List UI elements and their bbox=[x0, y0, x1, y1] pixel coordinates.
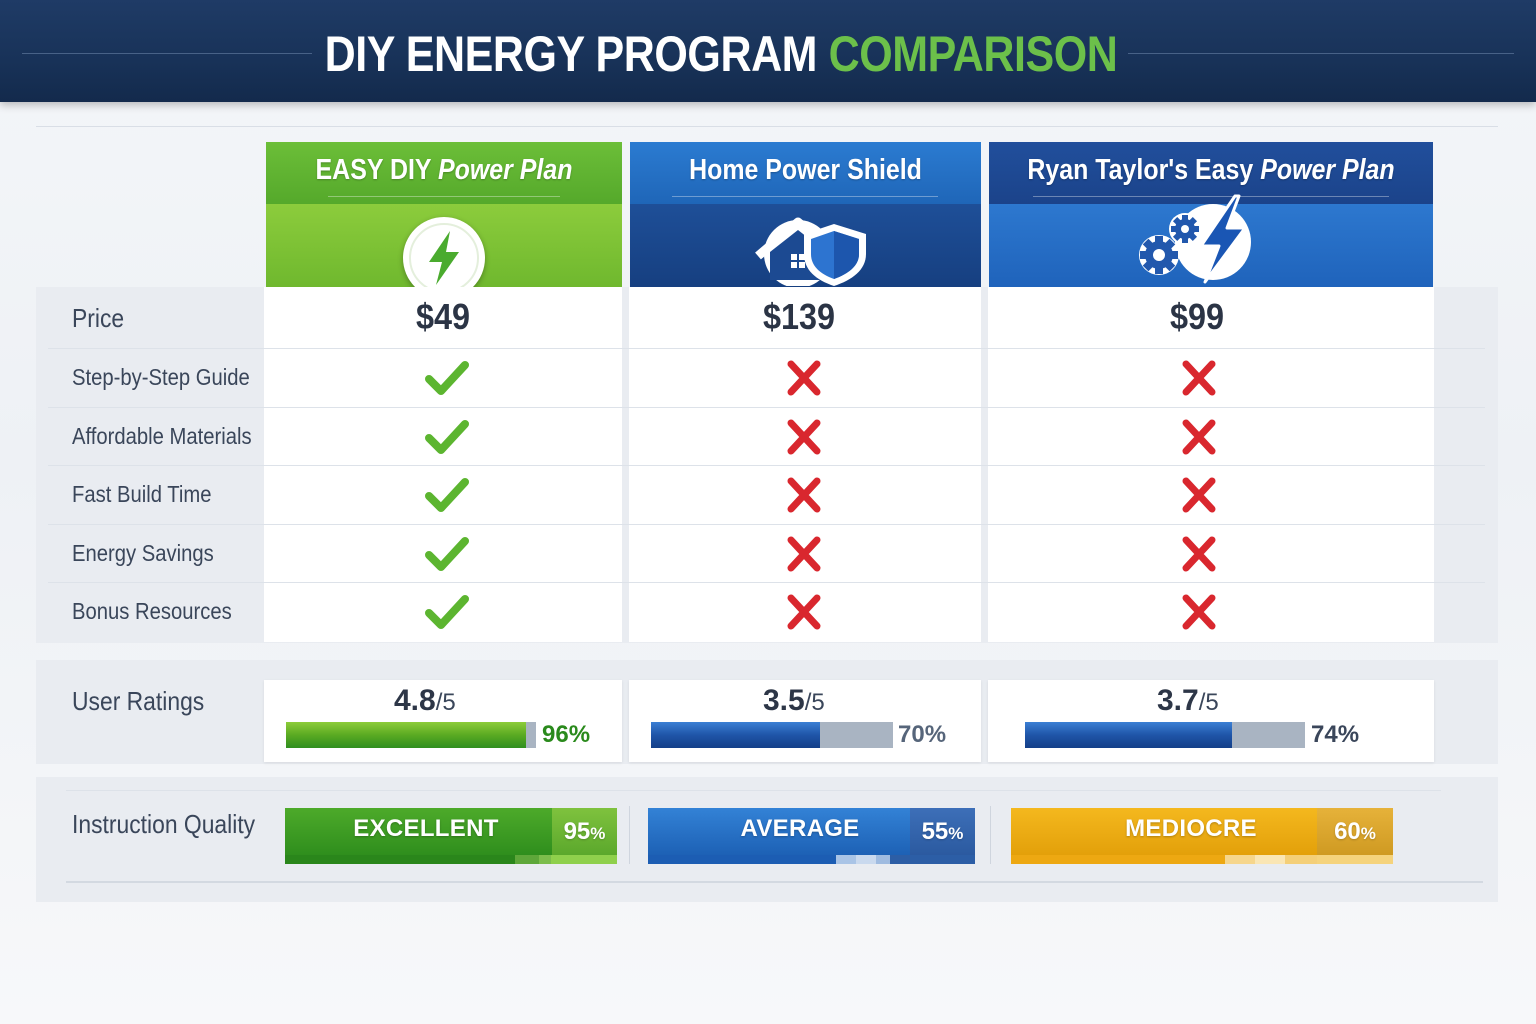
row-label-feature: Fast Build Time bbox=[72, 481, 212, 507]
checkmark-icon bbox=[425, 595, 469, 629]
cross-icon bbox=[787, 477, 821, 513]
column-header-home-power-shield: Home Power Shield bbox=[630, 142, 981, 287]
column-header-ryan-taylor: Ryan Taylor's Easy Power Plan bbox=[989, 142, 1433, 287]
rating-bar-fill bbox=[286, 722, 526, 748]
checkmark-icon bbox=[425, 361, 469, 395]
price-cell bbox=[264, 287, 622, 348]
price-cell bbox=[629, 287, 981, 348]
cross-icon bbox=[787, 360, 821, 396]
quality-separator bbox=[990, 806, 991, 864]
quality-bar-excellent: EXCELLENT 95% bbox=[285, 808, 617, 864]
rating-percent: 70% bbox=[898, 721, 947, 748]
cross-icon bbox=[1182, 477, 1216, 513]
checkmark-icon bbox=[425, 420, 469, 454]
rating-bar bbox=[286, 722, 536, 748]
gears-lightning-icon bbox=[1139, 194, 1251, 284]
rating-bar bbox=[1025, 722, 1305, 748]
rating-percent: 96% bbox=[542, 721, 591, 748]
price-value: $99 bbox=[1169, 296, 1225, 337]
program-name: Ryan Taylor's Easy Power Plan bbox=[1027, 154, 1395, 186]
rating-bar-fill bbox=[651, 722, 821, 748]
rating-percent: 74% bbox=[1311, 721, 1360, 748]
rating-box bbox=[264, 680, 622, 762]
quality-divider-bottom bbox=[66, 881, 1483, 883]
checkmark-icon bbox=[425, 478, 469, 512]
row-label-feature: Affordable Materials bbox=[72, 423, 252, 449]
row-label-feature: Bonus Resources bbox=[72, 598, 232, 624]
rating-box bbox=[629, 680, 981, 762]
quality-divider-top bbox=[66, 790, 1441, 791]
quality-bar-mediocre: MEDIOCRE 60% bbox=[1011, 808, 1393, 864]
row-divider bbox=[48, 524, 1485, 525]
page-title-main: DIY ENERGY PROGRAM bbox=[324, 26, 818, 82]
quality-bar-average: AVERAGE 55% bbox=[648, 808, 975, 864]
row-divider bbox=[48, 465, 1485, 466]
rating-box bbox=[988, 680, 1434, 762]
cross-icon bbox=[787, 419, 821, 455]
house-shield-icon bbox=[755, 217, 866, 286]
banner-divider-right bbox=[1128, 53, 1514, 54]
rating-bar bbox=[651, 722, 893, 748]
cross-icon bbox=[787, 594, 821, 630]
checkmark-icon bbox=[425, 537, 469, 571]
lightning-bolt-icon bbox=[403, 217, 485, 287]
page-title-accent: COMPARISON bbox=[828, 26, 1118, 82]
cross-icon bbox=[1182, 594, 1216, 630]
cross-icon bbox=[1182, 360, 1216, 396]
quality-separator bbox=[629, 806, 630, 864]
row-label-user-ratings: User Ratings bbox=[72, 686, 205, 716]
row-label-feature: Energy Savings bbox=[72, 540, 214, 566]
row-label-feature: Step-by-Step Guide bbox=[72, 364, 250, 390]
feature-column-3 bbox=[988, 348, 1434, 642]
rating-score: 3.5/5 bbox=[763, 684, 825, 717]
price-value: $49 bbox=[415, 296, 471, 337]
row-label-price: Price bbox=[72, 303, 125, 333]
top-divider bbox=[36, 126, 1498, 127]
row-label-instruction-quality: Instruction Quality bbox=[72, 809, 256, 839]
row-divider bbox=[48, 407, 1485, 408]
cross-icon bbox=[1182, 419, 1216, 455]
rating-score: 3.7/5 bbox=[1157, 684, 1219, 717]
cross-icon bbox=[787, 536, 821, 572]
column-header-easy-diy: EASY DIY Power Plan bbox=[266, 142, 622, 287]
cross-icon bbox=[1182, 536, 1216, 572]
price-cell bbox=[988, 287, 1434, 348]
row-divider bbox=[48, 348, 1485, 349]
banner-divider-left bbox=[22, 53, 312, 54]
page-title: DIY ENERGY PROGRAM COMPARISON bbox=[61, 26, 1382, 82]
program-name: EASY DIY Power Plan bbox=[315, 154, 573, 186]
feature-column-1 bbox=[264, 348, 622, 642]
title-banner: DIY ENERGY PROGRAM COMPARISON bbox=[0, 0, 1536, 102]
price-value: $139 bbox=[762, 296, 836, 337]
row-divider bbox=[48, 582, 1485, 583]
program-name: Home Power Shield bbox=[689, 154, 922, 186]
rating-score: 4.8/5 bbox=[394, 684, 456, 717]
rating-bar-fill bbox=[1025, 722, 1233, 748]
